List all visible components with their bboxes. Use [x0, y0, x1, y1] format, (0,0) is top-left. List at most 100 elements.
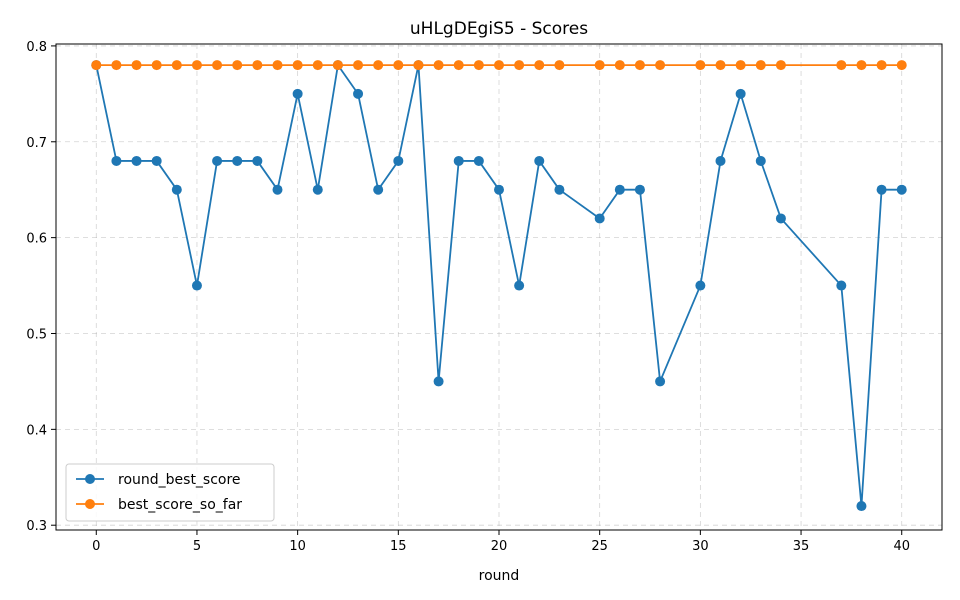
- data-point: [332, 60, 343, 71]
- data-point: [413, 60, 424, 71]
- data-point: [353, 88, 364, 99]
- data-point: [715, 60, 726, 71]
- data-point: [212, 60, 223, 71]
- data-point: [554, 60, 565, 71]
- x-tick-label: 15: [390, 539, 407, 554]
- data-point: [433, 376, 444, 387]
- data-point: [614, 184, 625, 195]
- data-point: [252, 60, 263, 71]
- x-tick-label: 40: [893, 539, 910, 554]
- data-point: [473, 155, 484, 166]
- data-point: [715, 155, 726, 166]
- x-tick-label: 25: [591, 539, 608, 554]
- data-point: [775, 60, 786, 71]
- legend-label: best_score_so_far: [118, 497, 242, 513]
- data-point: [554, 184, 565, 195]
- data-point: [514, 60, 525, 71]
- data-point: [836, 280, 847, 291]
- data-point: [151, 155, 162, 166]
- y-tick-label: 0.6: [26, 232, 47, 247]
- legend-marker: [85, 474, 95, 484]
- data-point: [695, 280, 706, 291]
- y-tick-label: 0.8: [26, 40, 47, 55]
- data-point: [272, 60, 283, 71]
- data-point: [876, 184, 887, 195]
- data-point: [353, 60, 364, 71]
- data-point: [232, 155, 243, 166]
- legend-item: round_best_score: [76, 472, 241, 488]
- data-point: [171, 184, 182, 195]
- data-point: [634, 60, 645, 71]
- data-point: [494, 60, 504, 71]
- data-point: [735, 88, 746, 99]
- legend: round_best_score best_score_so_far: [65, 463, 275, 522]
- x-axis-label: round: [479, 568, 520, 584]
- data-point: [151, 60, 162, 71]
- data-point: [594, 60, 605, 71]
- data-point: [212, 155, 223, 166]
- data-point: [252, 155, 263, 166]
- legend-item: best_score_so_far: [76, 497, 242, 513]
- data-point: [534, 155, 545, 166]
- data-point: [655, 376, 666, 387]
- data-point: [856, 501, 867, 512]
- data-point: [876, 60, 887, 71]
- data-point: [896, 184, 907, 195]
- data-point: [191, 60, 202, 71]
- data-point: [655, 60, 666, 71]
- series-round_best_score: [91, 60, 907, 512]
- chart-title: uHLgDEgiS5 - Scores: [410, 19, 588, 39]
- data-point: [91, 60, 102, 71]
- y-tick-label: 0.4: [26, 423, 47, 438]
- legend-marker: [85, 499, 95, 509]
- x-tick-label: 20: [491, 539, 508, 554]
- data-point: [232, 60, 243, 71]
- y-tick-label: 0.7: [26, 136, 47, 151]
- data-point: [393, 60, 404, 71]
- data-point: [534, 60, 545, 71]
- data-point: [131, 60, 142, 71]
- axis-ticks: 0 5 10 15 20 25 30 35 40 0.3 0.4 0.5 0.6 0.7 0.8: [26, 40, 910, 554]
- y-tick-label: 0.3: [26, 519, 47, 534]
- data-point: [896, 60, 907, 71]
- data-point: [735, 60, 746, 71]
- data-point: [695, 60, 706, 71]
- data-point: [312, 184, 323, 195]
- data-point: [836, 60, 847, 71]
- data-point: [453, 60, 464, 71]
- y-tick-label: 0.5: [26, 327, 47, 342]
- data-point: [111, 155, 122, 166]
- data-point: [393, 155, 404, 166]
- series-line: [95, 64, 902, 507]
- data-point: [292, 88, 303, 99]
- x-tick-label: 30: [692, 539, 709, 554]
- data-point: [755, 60, 766, 71]
- grid: [56, 44, 942, 530]
- x-tick-label: 0: [92, 539, 100, 554]
- data-point: [131, 155, 142, 166]
- data-point: [373, 60, 384, 71]
- legend-box: [65, 463, 275, 522]
- data-point: [171, 60, 182, 71]
- x-tick-label: 5: [193, 539, 201, 554]
- legend-label: round_best_score: [118, 472, 241, 488]
- data-point: [775, 213, 786, 224]
- data-point: [614, 60, 625, 71]
- data-point: [272, 184, 283, 195]
- data-point: [856, 60, 867, 71]
- x-tick-label: 35: [793, 539, 810, 554]
- data-point: [292, 60, 303, 71]
- series-layer: [91, 60, 907, 512]
- data-point: [473, 60, 484, 71]
- data-point: [514, 280, 525, 291]
- data-point: [453, 155, 464, 166]
- data-point: [191, 280, 202, 291]
- data-point: [594, 213, 605, 224]
- data-point: [494, 184, 504, 195]
- series-best_score_so_far: [91, 60, 907, 71]
- data-point: [111, 60, 122, 71]
- data-point: [433, 60, 444, 71]
- data-point: [755, 155, 766, 166]
- data-point: [634, 184, 645, 195]
